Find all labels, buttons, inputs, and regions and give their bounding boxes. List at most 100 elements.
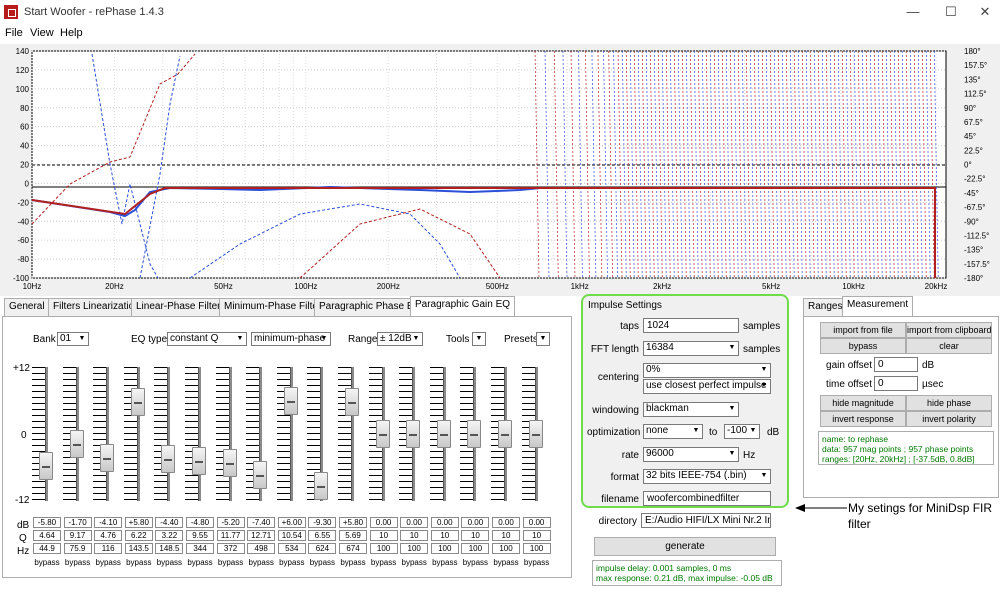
hz-cell[interactable]: 75.9 — [63, 543, 92, 554]
band-bypass-checkbox[interactable]: bypass — [279, 558, 305, 567]
hz-cell[interactable]: 116 — [94, 543, 123, 554]
hz-cell[interactable]: 372 — [216, 543, 245, 554]
tab-paragraphic-gain-eq[interactable]: Paragraphic Gain EQ — [410, 296, 516, 316]
hz-cell[interactable]: 674 — [339, 543, 367, 554]
hz-cell[interactable]: 624 — [308, 543, 337, 554]
db-cell[interactable]: -5.80 — [33, 517, 61, 528]
band-bypass-checkbox[interactable]: bypass — [462, 558, 489, 567]
hz-cell[interactable]: 498 — [247, 543, 276, 554]
gain-slider-handle[interactable] — [436, 420, 451, 448]
tab-ranges[interactable]: Ranges — [803, 298, 848, 316]
time-offset-input[interactable]: 0 — [874, 376, 918, 391]
import-from-clipboard-button[interactable]: import from clipboard — [906, 322, 992, 338]
slider-track[interactable] — [45, 367, 48, 501]
directory-input[interactable]: E:/Audio HIFI/LX Mini Nr.2 Improv — [641, 513, 771, 528]
range-select[interactable]: ± 12dB ▼ — [377, 332, 423, 346]
centering-percent-select[interactable]: 0% ▼ — [643, 363, 771, 378]
q-cell[interactable]: 6.55 — [308, 530, 337, 541]
band-bypass-checkbox[interactable]: bypass — [248, 558, 274, 567]
slider-track[interactable] — [106, 367, 110, 501]
gain-slider-handle[interactable] — [345, 387, 359, 416]
format-select[interactable]: 32 bits IEEE-754 (.bin) ▼ — [643, 469, 771, 484]
band-bypass-checkbox[interactable]: bypass — [34, 558, 60, 567]
db-cell[interactable]: 0.00 — [461, 517, 490, 528]
band-bypass-checkbox[interactable]: bypass — [493, 558, 519, 567]
gain-slider-handle[interactable] — [253, 461, 268, 490]
q-cell[interactable]: 9.55 — [186, 530, 214, 541]
hz-cell[interactable]: 100 — [369, 543, 398, 554]
menu-help[interactable]: Help — [60, 27, 83, 39]
slider-track[interactable] — [351, 367, 354, 501]
tab-linear-phase-filters[interactable]: Linear-Phase Filters — [131, 298, 231, 316]
gain-slider-handle[interactable] — [130, 387, 145, 416]
q-cell[interactable]: 10 — [492, 530, 520, 541]
taps-input[interactable]: 1024 — [643, 318, 739, 333]
band-bypass-checkbox[interactable]: bypass — [309, 558, 336, 567]
band-bypass-checkbox[interactable]: bypass — [401, 558, 427, 567]
menu-view[interactable]: View — [30, 27, 54, 39]
measurement-clear-button[interactable]: clear — [906, 338, 992, 354]
db-cell[interactable]: 0.00 — [492, 517, 520, 528]
gain-offset-input[interactable]: 0 — [874, 357, 918, 372]
band-bypass-checkbox[interactable]: bypass — [340, 558, 366, 567]
q-cell[interactable]: 3.22 — [155, 530, 184, 541]
gain-slider-handle[interactable] — [39, 452, 53, 481]
centering-mode-select[interactable]: use closest perfect impulse ▼ — [643, 379, 771, 394]
optimization-select[interactable]: none ▼ — [643, 424, 703, 439]
hide-magnitude-button[interactable]: hide magnitude — [820, 395, 906, 411]
q-cell[interactable]: 10 — [461, 530, 490, 541]
q-cell[interactable]: 10.54 — [277, 530, 306, 541]
gain-slider-handle[interactable] — [192, 446, 206, 475]
slider-track[interactable] — [228, 367, 232, 501]
tab-measurement[interactable]: Measurement — [842, 296, 914, 316]
gain-slider-handle[interactable] — [467, 420, 482, 448]
slider-track[interactable] — [198, 367, 201, 501]
menu-file[interactable]: File — [5, 27, 23, 39]
gain-slider-handle[interactable] — [375, 420, 390, 448]
q-cell[interactable]: 12.71 — [247, 530, 276, 541]
gain-slider-handle[interactable] — [222, 449, 237, 478]
db-cell[interactable]: -4.10 — [94, 517, 123, 528]
slider-track[interactable] — [289, 367, 293, 501]
filename-input[interactable]: woofercombinedfilter — [643, 491, 771, 506]
hz-cell[interactable]: 100 — [461, 543, 490, 554]
band-bypass-checkbox[interactable]: bypass — [156, 558, 183, 567]
windowing-select[interactable]: blackman ▼ — [643, 402, 739, 417]
import-from-file-button[interactable]: import from file — [820, 322, 906, 338]
slider-track[interactable] — [259, 367, 263, 501]
q-cell[interactable]: 10 — [522, 530, 551, 541]
hz-cell[interactable]: 100 — [522, 543, 551, 554]
band-bypass-checkbox[interactable]: bypass — [95, 558, 121, 567]
gain-slider-handle[interactable] — [314, 471, 329, 500]
hz-cell[interactable]: 344 — [186, 543, 214, 554]
q-cell[interactable]: 10 — [430, 530, 459, 541]
db-cell[interactable]: 0.00 — [522, 517, 551, 528]
bank-select[interactable]: 01 ▼ — [57, 332, 89, 346]
q-cell[interactable]: 6.22 — [124, 530, 153, 541]
band-bypass-checkbox[interactable]: bypass — [126, 558, 152, 567]
phase-type-select[interactable]: minimum-phase ▼ — [251, 332, 331, 346]
db-cell[interactable]: -4.80 — [186, 517, 214, 528]
gain-slider-handle[interactable] — [100, 443, 115, 472]
measurement-bypass-button[interactable]: bypass — [820, 338, 906, 354]
hz-cell[interactable]: 143.5 — [124, 543, 153, 554]
tab-general[interactable]: General — [4, 298, 50, 316]
hz-cell[interactable]: 44.9 — [33, 543, 61, 554]
band-bypass-checkbox[interactable]: bypass — [370, 558, 397, 567]
slider-track[interactable] — [136, 367, 140, 501]
db-cell[interactable]: -1.70 — [63, 517, 92, 528]
q-cell[interactable]: 11.77 — [216, 530, 245, 541]
hz-cell[interactable]: 100 — [430, 543, 459, 554]
db-cell[interactable]: 0.00 — [430, 517, 459, 528]
invert-response-button[interactable]: invert response — [820, 411, 906, 427]
generate-button[interactable]: generate — [594, 537, 776, 556]
presets-menu[interactable]: ▼ — [536, 332, 550, 346]
band-bypass-checkbox[interactable]: bypass — [523, 558, 550, 567]
hz-cell[interactable]: 534 — [277, 543, 306, 554]
minimize-button[interactable]: — — [906, 4, 920, 19]
rate-select[interactable]: 96000 ▼ — [643, 447, 739, 462]
db-cell[interactable]: -7.40 — [247, 517, 276, 528]
db-cell[interactable]: 0.00 — [400, 517, 429, 528]
slider-track[interactable] — [320, 367, 324, 501]
gain-slider-handle[interactable] — [161, 444, 176, 473]
